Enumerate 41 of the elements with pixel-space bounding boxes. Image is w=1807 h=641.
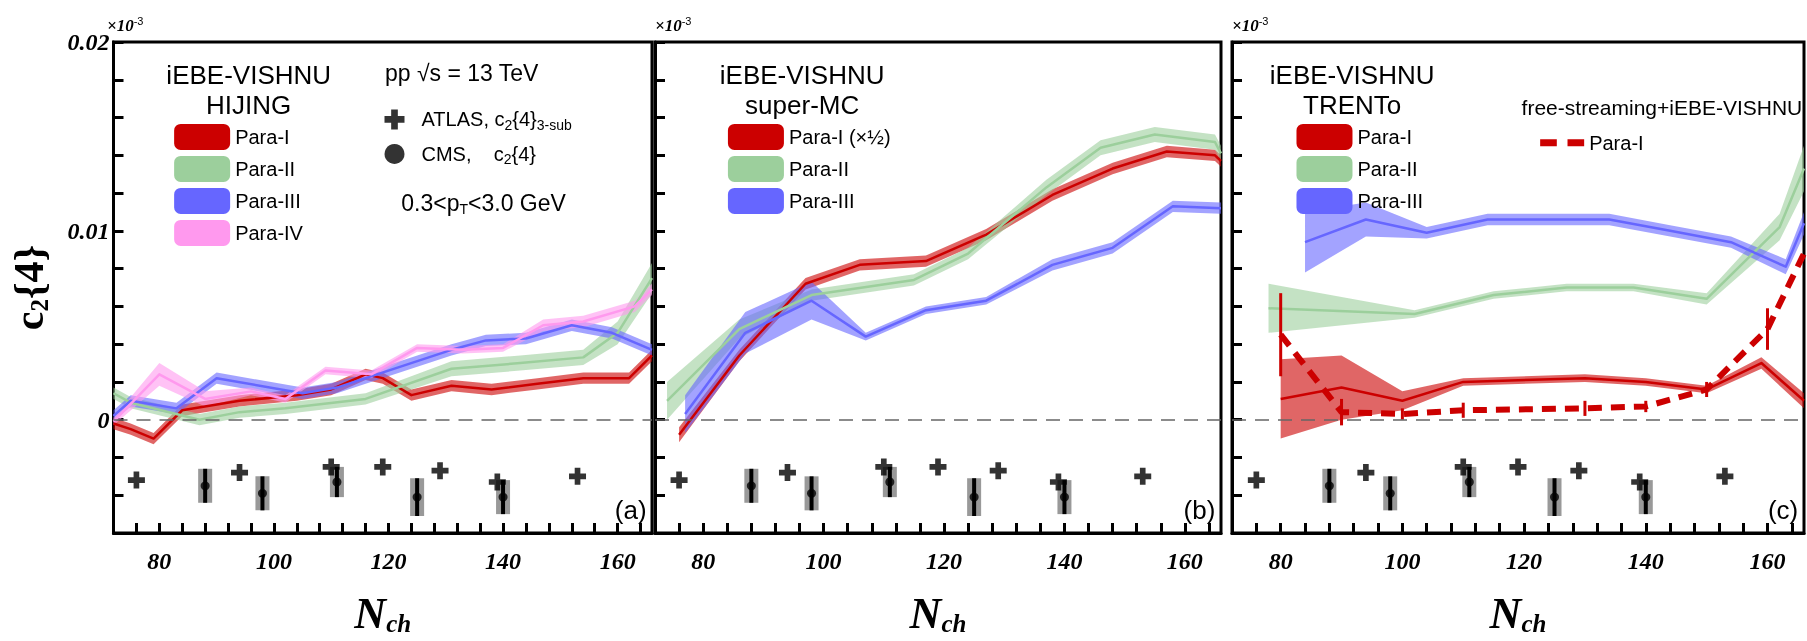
x-tick-label: 140 (485, 548, 522, 574)
x-tick-label: 160 (1166, 548, 1203, 574)
legend-label: Para-III (788, 189, 855, 212)
legend-label: Para-IV (235, 221, 304, 244)
legend-label: Para-II (788, 157, 849, 180)
y-tick-label: 0.02 (67, 29, 110, 55)
legend-label: Para-II (235, 157, 296, 180)
annotation: free-streaming+iEBE-VISHNU (1521, 95, 1803, 119)
x-tick-label: 160 (599, 548, 636, 574)
y-axis-title: c2{4} (6, 244, 53, 331)
x-tick-label: 80 (1268, 548, 1293, 574)
annotation: (b) (1183, 495, 1216, 525)
x-tick-label: 120 (370, 548, 407, 574)
legend-label: Para-I (1357, 125, 1412, 148)
x-tick-label: 80 (691, 548, 716, 574)
legend-label: Para-I (×½) (788, 125, 891, 148)
x-tick-label: 120 (1506, 548, 1543, 574)
x-tick-label: 100 (805, 548, 842, 574)
legend-label: Para-I (1589, 131, 1644, 154)
x-tick-label: 100 (1384, 548, 1421, 574)
x-tick-label: 140 (1046, 548, 1083, 574)
x-tick-label: 160 (1749, 548, 1786, 574)
legend-label: Para-III (235, 189, 301, 212)
y-tick-label: 0 (97, 406, 110, 433)
legend-title: iEBE-VISHNU HIJING (166, 60, 332, 121)
legend-label: Para-III (1357, 189, 1424, 212)
y-tick-label: 0.01 (67, 217, 110, 244)
annotation: pp √s = 13 TeV (384, 60, 540, 87)
x-tick-label: 100 (255, 548, 292, 574)
annotation: (c) (1767, 495, 1799, 525)
annotation: (a) (614, 495, 647, 525)
x-tick-label: 140 (1627, 548, 1664, 574)
x-tick-label: 80 (147, 548, 172, 574)
legend-label: Para-I (235, 125, 290, 148)
x-axis-title: Nch (908, 589, 967, 638)
legend-title: iEBE-VISHNU super-MC (719, 60, 885, 121)
legend-label: Para-II (1357, 157, 1418, 180)
x-axis-title: Nch (1488, 589, 1547, 638)
legend-title: iEBE-VISHNU TRENTo (1269, 60, 1435, 121)
x-tick-label: 120 (926, 548, 963, 574)
x-axis-title: Nch (353, 589, 412, 638)
